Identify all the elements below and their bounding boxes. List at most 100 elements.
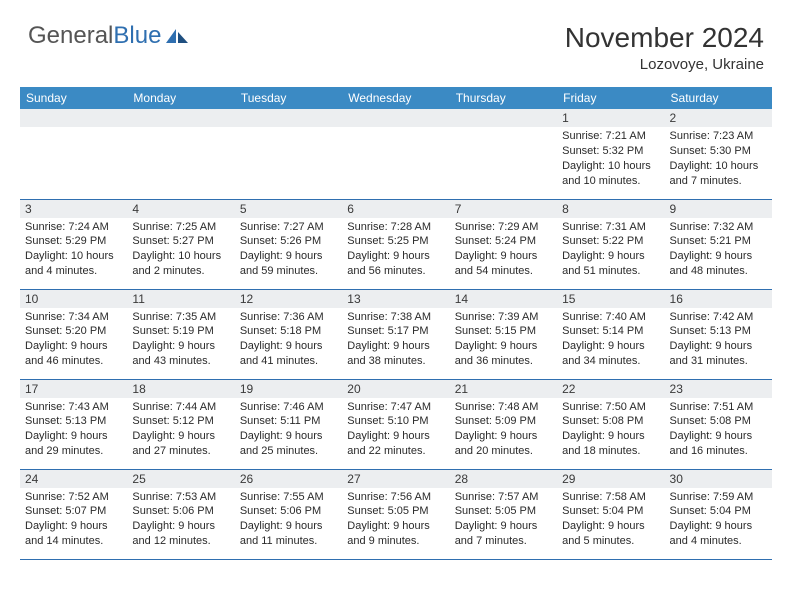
day-details: Sunrise: 7:44 AMSunset: 5:12 PMDaylight:… [127, 398, 234, 463]
day-details: Sunrise: 7:35 AMSunset: 5:19 PMDaylight:… [127, 308, 234, 373]
empty-day-head [127, 109, 234, 127]
calendar-empty-cell [235, 109, 342, 199]
calendar-week-row: 3Sunrise: 7:24 AMSunset: 5:29 PMDaylight… [20, 199, 772, 289]
calendar-day-cell: 28Sunrise: 7:57 AMSunset: 5:05 PMDayligh… [450, 469, 557, 559]
calendar-day-cell: 18Sunrise: 7:44 AMSunset: 5:12 PMDayligh… [127, 379, 234, 469]
calendar-day-cell: 25Sunrise: 7:53 AMSunset: 5:06 PMDayligh… [127, 469, 234, 559]
calendar-head: SundayMondayTuesdayWednesdayThursdayFrid… [20, 87, 772, 109]
logo-sail-icon [164, 27, 190, 45]
day-number: 20 [342, 380, 449, 398]
day-number: 27 [342, 470, 449, 488]
calendar-table: SundayMondayTuesdayWednesdayThursdayFrid… [20, 87, 772, 560]
calendar-day-cell: 1Sunrise: 7:21 AMSunset: 5:32 PMDaylight… [557, 109, 664, 199]
day-details: Sunrise: 7:46 AMSunset: 5:11 PMDaylight:… [235, 398, 342, 463]
day-details: Sunrise: 7:23 AMSunset: 5:30 PMDaylight:… [665, 127, 772, 192]
calendar-day-cell: 19Sunrise: 7:46 AMSunset: 5:11 PMDayligh… [235, 379, 342, 469]
header: GeneralBlue November 2024 Lozovoye, Ukra… [0, 0, 792, 79]
day-details: Sunrise: 7:21 AMSunset: 5:32 PMDaylight:… [557, 127, 664, 192]
calendar-empty-cell [127, 109, 234, 199]
day-details: Sunrise: 7:52 AMSunset: 5:07 PMDaylight:… [20, 488, 127, 553]
day-details: Sunrise: 7:43 AMSunset: 5:13 PMDaylight:… [20, 398, 127, 463]
logo: GeneralBlue [28, 22, 190, 50]
day-number: 7 [450, 200, 557, 218]
calendar-day-cell: 2Sunrise: 7:23 AMSunset: 5:30 PMDaylight… [665, 109, 772, 199]
day-details: Sunrise: 7:59 AMSunset: 5:04 PMDaylight:… [665, 488, 772, 553]
weekday-header: Monday [127, 87, 234, 109]
calendar-day-cell: 24Sunrise: 7:52 AMSunset: 5:07 PMDayligh… [20, 469, 127, 559]
day-number: 28 [450, 470, 557, 488]
calendar-week-row: 17Sunrise: 7:43 AMSunset: 5:13 PMDayligh… [20, 379, 772, 469]
calendar-day-cell: 12Sunrise: 7:36 AMSunset: 5:18 PMDayligh… [235, 289, 342, 379]
calendar-week-row: 10Sunrise: 7:34 AMSunset: 5:20 PMDayligh… [20, 289, 772, 379]
day-number: 6 [342, 200, 449, 218]
title-block: November 2024 Lozovoye, Ukraine [565, 22, 764, 73]
weekday-header: Friday [557, 87, 664, 109]
day-details: Sunrise: 7:51 AMSunset: 5:08 PMDaylight:… [665, 398, 772, 463]
calendar-day-cell: 15Sunrise: 7:40 AMSunset: 5:14 PMDayligh… [557, 289, 664, 379]
empty-day-head [450, 109, 557, 127]
empty-day-head [20, 109, 127, 127]
day-number: 16 [665, 290, 772, 308]
calendar-day-cell: 30Sunrise: 7:59 AMSunset: 5:04 PMDayligh… [665, 469, 772, 559]
day-details: Sunrise: 7:39 AMSunset: 5:15 PMDaylight:… [450, 308, 557, 373]
day-number: 12 [235, 290, 342, 308]
day-details: Sunrise: 7:48 AMSunset: 5:09 PMDaylight:… [450, 398, 557, 463]
day-number: 9 [665, 200, 772, 218]
day-details: Sunrise: 7:55 AMSunset: 5:06 PMDaylight:… [235, 488, 342, 553]
calendar-day-cell: 20Sunrise: 7:47 AMSunset: 5:10 PMDayligh… [342, 379, 449, 469]
calendar-day-cell: 9Sunrise: 7:32 AMSunset: 5:21 PMDaylight… [665, 199, 772, 289]
calendar-empty-cell [20, 109, 127, 199]
day-number: 14 [450, 290, 557, 308]
day-details: Sunrise: 7:57 AMSunset: 5:05 PMDaylight:… [450, 488, 557, 553]
weekday-header: Wednesday [342, 87, 449, 109]
day-details: Sunrise: 7:36 AMSunset: 5:18 PMDaylight:… [235, 308, 342, 373]
calendar-day-cell: 26Sunrise: 7:55 AMSunset: 5:06 PMDayligh… [235, 469, 342, 559]
calendar-day-cell: 3Sunrise: 7:24 AMSunset: 5:29 PMDaylight… [20, 199, 127, 289]
calendar-day-cell: 13Sunrise: 7:38 AMSunset: 5:17 PMDayligh… [342, 289, 449, 379]
weekday-header: Tuesday [235, 87, 342, 109]
day-number: 15 [557, 290, 664, 308]
day-details: Sunrise: 7:28 AMSunset: 5:25 PMDaylight:… [342, 218, 449, 283]
calendar-day-cell: 29Sunrise: 7:58 AMSunset: 5:04 PMDayligh… [557, 469, 664, 559]
calendar-day-cell: 17Sunrise: 7:43 AMSunset: 5:13 PMDayligh… [20, 379, 127, 469]
logo-text-blue: Blue [113, 22, 161, 50]
weekday-header: Thursday [450, 87, 557, 109]
day-details: Sunrise: 7:29 AMSunset: 5:24 PMDaylight:… [450, 218, 557, 283]
day-number: 25 [127, 470, 234, 488]
day-details: Sunrise: 7:47 AMSunset: 5:10 PMDaylight:… [342, 398, 449, 463]
calendar-day-cell: 11Sunrise: 7:35 AMSunset: 5:19 PMDayligh… [127, 289, 234, 379]
day-number: 2 [665, 109, 772, 127]
day-number: 11 [127, 290, 234, 308]
day-details: Sunrise: 7:27 AMSunset: 5:26 PMDaylight:… [235, 218, 342, 283]
day-number: 10 [20, 290, 127, 308]
day-details: Sunrise: 7:40 AMSunset: 5:14 PMDaylight:… [557, 308, 664, 373]
day-details: Sunrise: 7:25 AMSunset: 5:27 PMDaylight:… [127, 218, 234, 283]
day-number: 13 [342, 290, 449, 308]
calendar-empty-cell [450, 109, 557, 199]
day-details: Sunrise: 7:34 AMSunset: 5:20 PMDaylight:… [20, 308, 127, 373]
empty-day-head [235, 109, 342, 127]
day-details: Sunrise: 7:53 AMSunset: 5:06 PMDaylight:… [127, 488, 234, 553]
calendar-day-cell: 4Sunrise: 7:25 AMSunset: 5:27 PMDaylight… [127, 199, 234, 289]
day-details: Sunrise: 7:31 AMSunset: 5:22 PMDaylight:… [557, 218, 664, 283]
day-details: Sunrise: 7:42 AMSunset: 5:13 PMDaylight:… [665, 308, 772, 373]
weekday-header: Sunday [20, 87, 127, 109]
day-number: 8 [557, 200, 664, 218]
calendar-day-cell: 22Sunrise: 7:50 AMSunset: 5:08 PMDayligh… [557, 379, 664, 469]
day-details: Sunrise: 7:50 AMSunset: 5:08 PMDaylight:… [557, 398, 664, 463]
calendar-day-cell: 10Sunrise: 7:34 AMSunset: 5:20 PMDayligh… [20, 289, 127, 379]
day-number: 30 [665, 470, 772, 488]
calendar-day-cell: 21Sunrise: 7:48 AMSunset: 5:09 PMDayligh… [450, 379, 557, 469]
day-details: Sunrise: 7:24 AMSunset: 5:29 PMDaylight:… [20, 218, 127, 283]
weekday-header: Saturday [665, 87, 772, 109]
calendar-week-row: 1Sunrise: 7:21 AMSunset: 5:32 PMDaylight… [20, 109, 772, 199]
day-details: Sunrise: 7:32 AMSunset: 5:21 PMDaylight:… [665, 218, 772, 283]
calendar-day-cell: 23Sunrise: 7:51 AMSunset: 5:08 PMDayligh… [665, 379, 772, 469]
day-number: 1 [557, 109, 664, 127]
calendar-body: 1Sunrise: 7:21 AMSunset: 5:32 PMDaylight… [20, 109, 772, 559]
title-month: November 2024 [565, 22, 764, 54]
calendar-week-row: 24Sunrise: 7:52 AMSunset: 5:07 PMDayligh… [20, 469, 772, 559]
day-number: 22 [557, 380, 664, 398]
day-details: Sunrise: 7:38 AMSunset: 5:17 PMDaylight:… [342, 308, 449, 373]
day-number: 5 [235, 200, 342, 218]
